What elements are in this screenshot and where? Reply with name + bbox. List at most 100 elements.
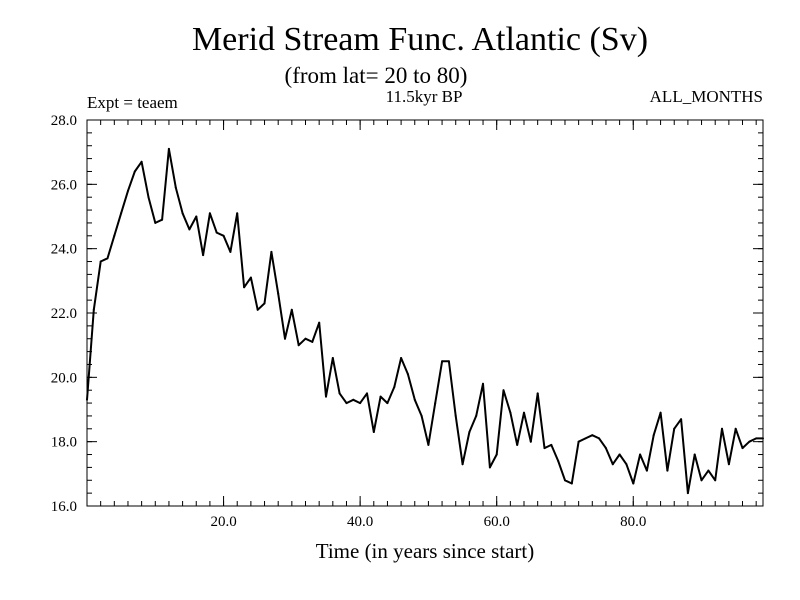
data-point xyxy=(748,440,751,443)
x-axis-ticks xyxy=(223,120,634,506)
y-tick-label: 18.0 xyxy=(51,435,77,451)
y-tick-label: 16.0 xyxy=(51,499,77,515)
data-point xyxy=(611,463,614,466)
data-point xyxy=(161,218,164,221)
data-point xyxy=(447,360,450,363)
data-point xyxy=(707,469,710,472)
x-tick-label: 40.0 xyxy=(347,514,373,530)
data-point xyxy=(502,389,505,392)
data-point xyxy=(632,482,635,485)
data-point xyxy=(762,437,764,440)
data-point xyxy=(393,386,396,388)
data-point xyxy=(680,418,683,421)
x-tick-label: 60.0 xyxy=(484,514,510,530)
data-point xyxy=(666,469,669,472)
data-point xyxy=(181,212,184,215)
data-point xyxy=(359,402,362,405)
data-point xyxy=(673,427,676,430)
data-point xyxy=(468,431,471,433)
x-axis-tick-labels: 20.0 40.0 60.0 80.0 xyxy=(210,514,646,530)
period-label: 11.5kyr BP xyxy=(386,87,463,106)
data-point xyxy=(543,447,546,450)
data-point xyxy=(584,437,587,440)
data-point xyxy=(195,215,198,218)
data-point xyxy=(249,276,252,279)
data-point xyxy=(331,357,334,359)
data-point xyxy=(564,479,566,482)
data-point xyxy=(604,447,607,450)
data-point xyxy=(536,392,539,395)
data-point xyxy=(598,437,601,440)
data-point xyxy=(516,443,519,446)
data-point xyxy=(311,340,314,343)
data-point xyxy=(591,434,594,437)
data-point xyxy=(188,228,191,231)
data-point xyxy=(140,160,143,163)
data-point xyxy=(475,414,478,417)
data-point xyxy=(277,292,280,295)
y-tick-label: 28.0 xyxy=(51,113,77,129)
y-minor-ticks xyxy=(87,119,763,507)
data-point xyxy=(174,186,177,189)
data-point xyxy=(523,411,525,414)
data-point xyxy=(400,357,403,359)
data-point xyxy=(127,189,129,192)
plot-frame xyxy=(86,119,764,507)
data-point xyxy=(236,212,239,215)
data-point xyxy=(352,398,355,401)
data-point xyxy=(270,250,273,253)
data-point xyxy=(727,463,730,466)
data-point xyxy=(154,221,157,224)
data-point xyxy=(215,231,218,234)
data-point xyxy=(345,402,348,405)
data-point xyxy=(721,427,723,430)
data-point xyxy=(208,212,211,215)
x-minor-ticks xyxy=(86,120,757,506)
data-point xyxy=(379,395,382,398)
data-point xyxy=(427,443,430,446)
data-point xyxy=(434,402,437,405)
data-point xyxy=(693,453,696,456)
y-tick-label: 26.0 xyxy=(51,177,77,193)
data-point xyxy=(461,463,464,466)
data-point xyxy=(325,395,327,398)
x-tick-label: 80.0 xyxy=(620,514,646,530)
data-point xyxy=(734,427,737,430)
y-tick-label: 24.0 xyxy=(51,242,77,258)
data-point xyxy=(686,492,689,495)
data-point xyxy=(420,414,423,417)
y-tick-label: 20.0 xyxy=(51,370,77,386)
data-point xyxy=(229,250,232,253)
data-point xyxy=(570,482,573,485)
data-point xyxy=(755,437,758,440)
data-point xyxy=(482,382,484,385)
data-point xyxy=(113,234,116,237)
data-point xyxy=(577,440,580,443)
data-point xyxy=(243,286,246,289)
data-points xyxy=(86,147,764,495)
data-point xyxy=(304,337,307,340)
data-point xyxy=(700,479,703,482)
data-point xyxy=(290,308,293,311)
experiment-label: Expt = teaem xyxy=(87,93,178,112)
data-point xyxy=(318,321,321,324)
data-point xyxy=(256,308,259,311)
data-point xyxy=(284,337,286,340)
data-point xyxy=(714,479,717,482)
data-point xyxy=(263,302,266,305)
data-point xyxy=(338,392,341,395)
data-point xyxy=(529,440,532,443)
data-point xyxy=(413,398,416,401)
data-point xyxy=(147,196,150,199)
data-point xyxy=(386,402,389,405)
data-point xyxy=(741,447,744,450)
y-axis-ticks xyxy=(87,119,763,507)
data-point xyxy=(454,414,457,417)
data-point xyxy=(366,392,368,395)
data-point xyxy=(639,453,642,456)
months-label: ALL_MONTHS xyxy=(650,87,763,106)
data-point xyxy=(372,431,375,433)
data-point xyxy=(488,466,491,469)
y-tick-label: 22.0 xyxy=(51,306,77,322)
